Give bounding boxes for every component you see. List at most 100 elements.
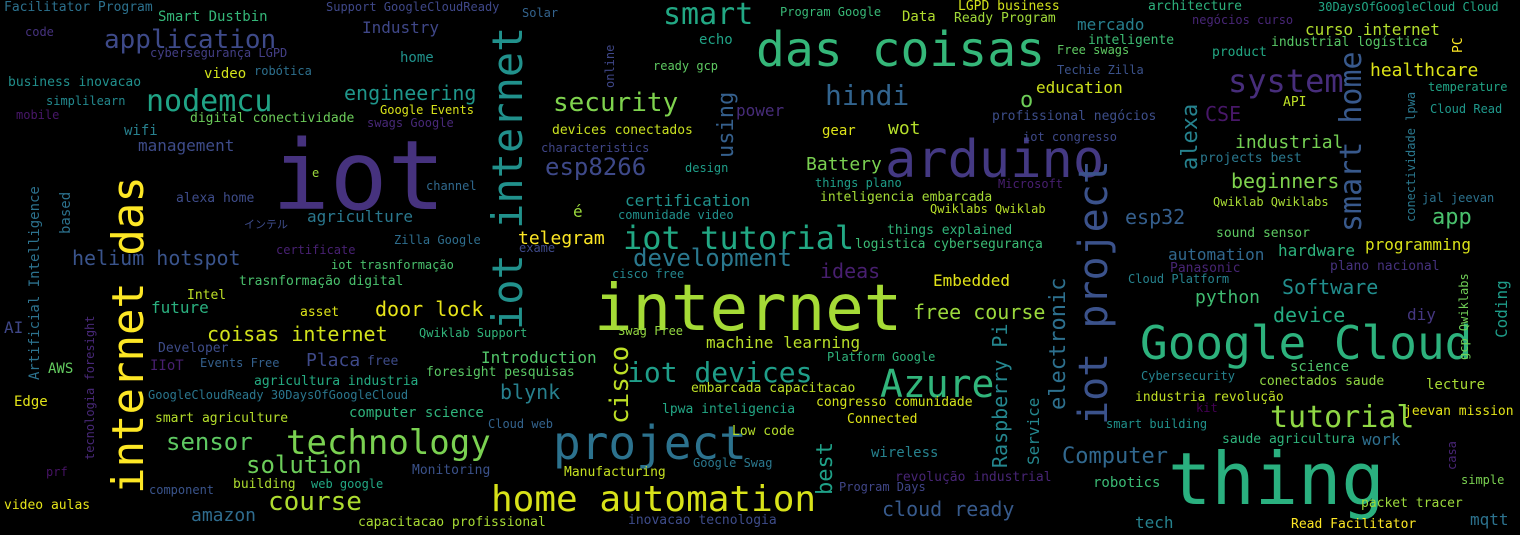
word-software: Software bbox=[1282, 275, 1379, 299]
word-techie-zilla: Techie Zilla bbox=[1057, 63, 1144, 77]
word-esp8266: esp8266 bbox=[545, 153, 647, 181]
word-free-course: free course bbox=[913, 300, 1046, 324]
word-best: best bbox=[813, 442, 838, 495]
word-connected: Connected bbox=[847, 412, 918, 427]
word-diy: diy bbox=[1407, 305, 1436, 324]
word-thing: thing bbox=[1168, 437, 1385, 521]
word-iot-devices: iot devices bbox=[627, 356, 813, 389]
word-beginners: beginners bbox=[1231, 169, 1340, 193]
word-simple: simple bbox=[1461, 473, 1505, 487]
word-simplilearn: simplilearn bbox=[46, 94, 126, 108]
word-smart-building: smart building bbox=[1106, 417, 1208, 431]
word-solution: solution bbox=[246, 451, 362, 479]
word-alexa: alexa bbox=[1178, 103, 1203, 170]
word-future: future bbox=[151, 298, 209, 317]
word-sensor: sensor bbox=[166, 428, 253, 456]
word-alexa-home: alexa home bbox=[176, 191, 255, 206]
word-industria-revolucao: industria revolução bbox=[1135, 390, 1284, 405]
word-jeevan-mission: jeevan mission bbox=[1404, 404, 1514, 419]
word-facilitator-program: Facilitator Program bbox=[4, 0, 153, 15]
word-architecture: architecture bbox=[1148, 0, 1242, 14]
word-data: Data bbox=[902, 9, 936, 25]
word-wireless: wireless bbox=[871, 445, 939, 461]
word-cloud-platform: Cloud Platform bbox=[1128, 272, 1230, 286]
word-google-cloud: Google Cloud bbox=[1140, 316, 1473, 370]
word-tech: tech bbox=[1135, 513, 1174, 532]
word-panasonic: Panasonic bbox=[1170, 261, 1241, 276]
word-component: component bbox=[149, 483, 215, 497]
word-mqtt: mqtt bbox=[1470, 510, 1509, 529]
word-computer-science: computer science bbox=[349, 405, 484, 421]
word-esp32: esp32 bbox=[1125, 205, 1186, 229]
word-industrial: industrial bbox=[1235, 132, 1344, 153]
word-technology: technology bbox=[286, 423, 491, 463]
word-development: development bbox=[633, 244, 792, 272]
word-course: course bbox=[268, 487, 362, 517]
word-online: online bbox=[603, 44, 617, 88]
word-swags-google: swags Google bbox=[367, 116, 454, 130]
word-devices-conectados: devices conectados bbox=[552, 123, 693, 138]
word-conectividade-lpwa: conectividade lpwa bbox=[1404, 91, 1418, 222]
word-smart: smart bbox=[663, 0, 754, 32]
word-cse: CSE bbox=[1205, 102, 1242, 126]
word-read-facilitator: Read Facilitator bbox=[1291, 517, 1417, 532]
word-computer: Computer bbox=[1062, 444, 1168, 469]
word-product: product bbox=[1212, 45, 1267, 60]
word-coding: Coding bbox=[1492, 280, 1511, 338]
word-asset: asset bbox=[300, 305, 340, 320]
word-logistica-ciberseguranca: logistica cybersegurança bbox=[855, 237, 1043, 252]
word-battery: Battery bbox=[806, 154, 882, 175]
word-characteristics: characteristics bbox=[541, 141, 650, 155]
word-embedded: Embedded bbox=[933, 271, 1011, 290]
word-service: Service bbox=[1024, 397, 1043, 465]
word-developer: Developer bbox=[158, 341, 229, 356]
word-healthcare: healthcare bbox=[1370, 60, 1479, 81]
word-packet-tracer: packet tracer bbox=[1361, 496, 1463, 511]
word-ai: AI bbox=[4, 318, 24, 337]
word-google-swag: Google Swag bbox=[693, 456, 773, 470]
word-video-aulas: video aulas bbox=[4, 498, 91, 513]
word-app: app bbox=[1432, 205, 1472, 230]
word-comunidade-video: comunidade video bbox=[618, 208, 734, 222]
word-telegram: telegram bbox=[518, 228, 605, 249]
word-tutorial: tutorial bbox=[1270, 400, 1415, 435]
word-e-accent: é bbox=[573, 202, 583, 221]
word-lgpd-business: LGPD business bbox=[958, 0, 1060, 14]
word-automation: automation bbox=[1168, 245, 1265, 264]
word-cloud-ready: cloud ready bbox=[882, 497, 1015, 521]
word-o: o bbox=[1020, 88, 1034, 113]
word-api: API bbox=[1283, 95, 1307, 110]
word-ready-program: Ready Program bbox=[954, 11, 1056, 26]
word-gear: gear bbox=[822, 123, 856, 139]
word-intel-jp: インテル bbox=[244, 218, 288, 231]
word-smart-dustbin: Smart Dustbin bbox=[158, 9, 268, 25]
word-foresight-pesquisas: foresight pesquisas bbox=[426, 365, 575, 380]
word-management: management bbox=[138, 136, 235, 155]
word-work: work bbox=[1362, 430, 1401, 449]
word-sound-sensor: sound sensor bbox=[1216, 226, 1310, 241]
word-home: home bbox=[400, 50, 434, 66]
word-plano-nacional: plano nacional bbox=[1330, 259, 1440, 274]
word-inteligente: inteligente bbox=[1088, 33, 1175, 48]
word-monitoring: Monitoring bbox=[412, 463, 491, 478]
word-gcp-qwiklabs: gcp Qwiklabs bbox=[1457, 273, 1471, 360]
word-intel: Intel bbox=[187, 288, 227, 303]
word-trasnformacao-digital: trasnformação digital bbox=[239, 274, 404, 289]
word-temperature: temperature bbox=[1428, 80, 1508, 94]
word-hindi: hindi bbox=[825, 79, 910, 112]
word-amazon: amazon bbox=[191, 505, 257, 526]
word-inovacao-tecnologia: inovacao tecnologia bbox=[628, 513, 777, 528]
word-web-google: web google bbox=[311, 477, 384, 491]
word-qwiklabs-qwiklab: Qwiklabs Qwiklab bbox=[930, 202, 1046, 216]
word-lecture: lecture bbox=[1426, 377, 1486, 393]
word-program-google: Program Google bbox=[780, 5, 882, 19]
word-inteligencia-embarcada: inteligencia embarcada bbox=[820, 190, 993, 205]
word-solar: Solar bbox=[522, 6, 559, 20]
word-low-code: Low code bbox=[732, 424, 795, 439]
word-home-automation: home automation bbox=[491, 479, 817, 520]
word-programming: programming bbox=[1365, 235, 1471, 254]
word-agricultura-industria: agricultura industria bbox=[254, 374, 419, 389]
word-das-coisas: das coisas bbox=[756, 22, 1045, 78]
word-congresso-comunidade: congresso comunidade bbox=[816, 395, 973, 410]
word-edge: Edge bbox=[14, 394, 48, 410]
